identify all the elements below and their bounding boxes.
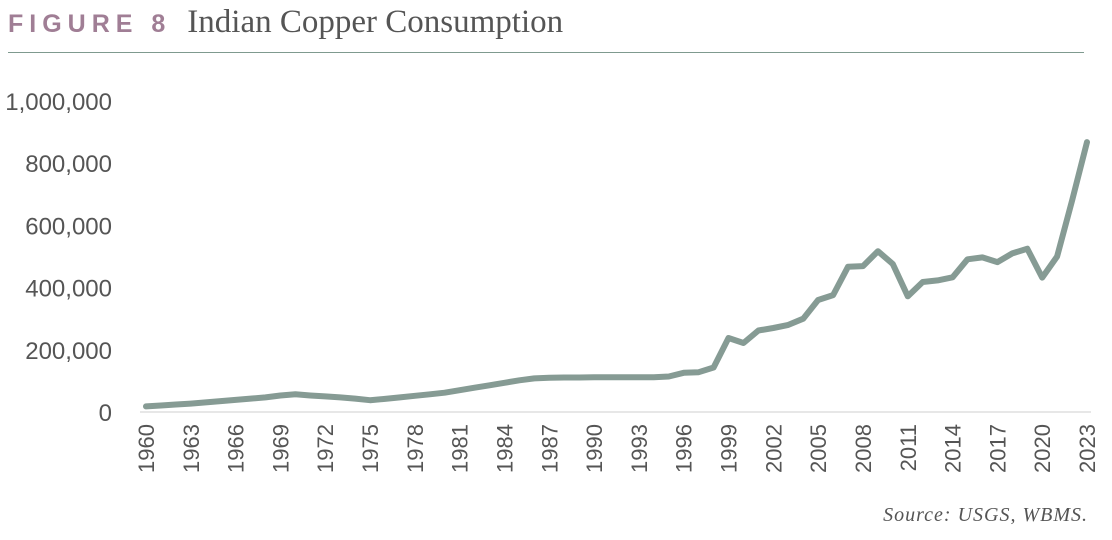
x-tick-label: 2011 (896, 424, 921, 471)
y-tick-label: 200,000 (25, 338, 112, 365)
x-tick-label: 1975 (358, 424, 383, 473)
y-tick-label: 1,000,000 (5, 89, 112, 116)
x-tick-label: 2020 (1030, 424, 1055, 473)
x-tick-label: 1978 (403, 424, 428, 473)
figure-label: FIGURE 8 (8, 10, 172, 38)
x-tick-label: 2005 (806, 424, 831, 473)
x-tick-label: 2002 (761, 424, 786, 473)
y-axis-labels: 0 200,000 400,000 600,000 800,000 1,000,000 (5, 89, 112, 427)
x-tick-label: 2008 (851, 424, 876, 473)
figure-header: FIGURE 8 Indian Copper Consumption (8, 4, 563, 48)
y-tick-label: 0 (99, 400, 112, 427)
x-tick-label: 1999 (717, 424, 742, 473)
chart-title: Indian Copper Consumption (187, 4, 564, 40)
x-tick-label: 1987 (537, 424, 562, 473)
source-note: Source: USGS, WBMS. (883, 504, 1088, 526)
series-line (143, 139, 1090, 410)
y-tick-label: 600,000 (25, 213, 112, 240)
x-tick-label: 2017 (985, 424, 1010, 473)
x-tick-label: 2014 (941, 424, 966, 473)
x-tick-label: 1984 (492, 424, 517, 473)
y-tick-label: 800,000 (25, 151, 112, 178)
x-tick-label: 1990 (582, 424, 607, 473)
y-tick-label: 400,000 (25, 276, 112, 303)
x-axis-labels: 1960 1963 1966 1969 1972 1975 1978 1981 1984 1987… (134, 424, 1100, 473)
x-tick-label: 1993 (627, 424, 652, 473)
header-rule (8, 52, 1084, 53)
x-tick-label: 2023 (1075, 424, 1100, 473)
x-tick-label: 1963 (179, 424, 204, 473)
x-tick-label: 1996 (672, 424, 697, 473)
x-tick-label: 1972 (313, 424, 338, 473)
x-tick-label: 1966 (224, 424, 249, 473)
x-tick-label: 1960 (134, 424, 159, 473)
x-tick-label: 1969 (268, 424, 293, 473)
x-tick-label: 1981 (448, 424, 473, 473)
